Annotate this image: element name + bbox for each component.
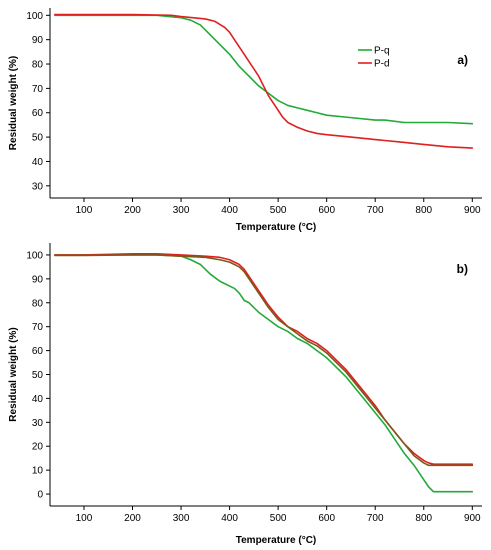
- x-tick-label: 500: [270, 205, 287, 216]
- series-line-p-q: [54, 14, 474, 125]
- y-tick-label: 90: [32, 274, 44, 285]
- legend-label: P-q: [374, 46, 390, 57]
- panel-b: 100 200 300 400 500 600 700 800 900 0 10 20 30 40 50 60…: [8, 243, 482, 546]
- y-tick-label: 50: [32, 370, 44, 381]
- y-tick-label: 60: [32, 346, 44, 357]
- series-line-curve-2: [54, 252, 474, 465]
- series-line-curve-1: [54, 254, 474, 493]
- legend: P-q P-d: [358, 46, 390, 70]
- x-tick-label: 900: [464, 205, 481, 216]
- y-tick-label: 50: [32, 133, 44, 144]
- y-tick-label: 80: [32, 60, 44, 71]
- panel-label: a): [457, 53, 468, 67]
- y-tick-label: 70: [32, 322, 44, 333]
- y-tick-label: 20: [32, 442, 44, 453]
- y-tick-label: 80: [32, 298, 44, 309]
- y-tick-label: 0: [37, 490, 43, 501]
- x-tick-label: 600: [318, 513, 335, 524]
- x-axis-title: Temperature (°C): [236, 535, 317, 546]
- series-line-curve-3: [54, 254, 474, 467]
- x-tick-label: 600: [318, 205, 335, 216]
- x-tick-label: 400: [221, 513, 238, 524]
- y-tick-label: 30: [32, 418, 44, 429]
- x-tick-label: 200: [124, 205, 141, 216]
- x-tick-label: 700: [367, 205, 384, 216]
- y-tick-label: 40: [32, 394, 44, 405]
- y-tick-label: 70: [32, 84, 44, 95]
- x-axis-title: Temperature (°C): [236, 222, 317, 233]
- y-tick-label: 30: [32, 181, 44, 192]
- y-tick-label: 10: [32, 466, 44, 477]
- y-tick-label: 100: [26, 11, 43, 22]
- x-tick-label: 700: [367, 513, 384, 524]
- y-tick-label: 40: [32, 157, 44, 168]
- x-tick-label: 100: [76, 205, 93, 216]
- panel-label: b): [457, 262, 468, 276]
- x-tick-label: 400: [221, 205, 238, 216]
- y-axis-title: Residual weight (%): [8, 56, 19, 150]
- x-tick-label: 900: [464, 513, 481, 524]
- x-tick-label: 800: [415, 513, 432, 524]
- x-tick-label: 100: [76, 513, 93, 524]
- x-tick-label: 300: [173, 205, 190, 216]
- y-tick-label: 100: [26, 250, 43, 261]
- series-line-p-d: [54, 13, 474, 149]
- legend-label: P-d: [374, 59, 390, 70]
- x-tick-label: 300: [173, 513, 190, 524]
- y-tick-label: 60: [32, 108, 44, 119]
- x-tick-label: 200: [124, 513, 141, 524]
- x-tick-label: 500: [270, 513, 287, 524]
- y-tick-label: 90: [32, 35, 44, 46]
- x-tick-label: 800: [415, 205, 432, 216]
- panel-a: 100 200 300 400 500 600 700 800 900 30 40 50 60 70 80 9…: [8, 8, 482, 233]
- y-axis-title: Residual weight (%): [8, 327, 19, 421]
